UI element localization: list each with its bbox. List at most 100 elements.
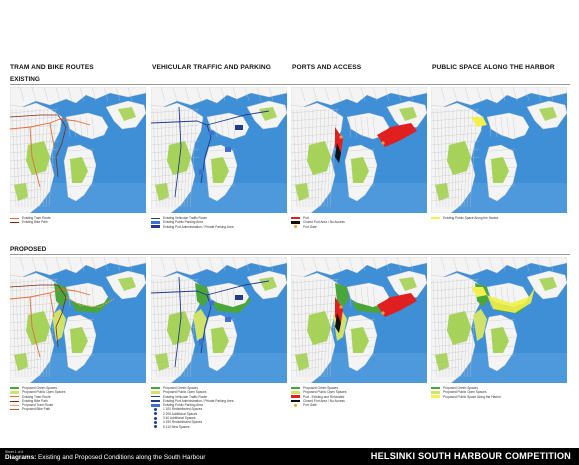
legend-label: Proposed Public Open Spaces bbox=[163, 390, 207, 395]
public-parking bbox=[199, 339, 203, 345]
street-line bbox=[548, 257, 554, 272]
street-line bbox=[10, 132, 59, 138]
legend-item: Port - Existing and Relocated bbox=[291, 395, 427, 399]
legend-label: Existing Port Administration / Private P… bbox=[163, 398, 234, 403]
street-line bbox=[431, 180, 468, 186]
diagram-label: Diagrams: bbox=[5, 454, 37, 461]
legend-proposed-vehicular: Proposed Green Spaces Proposed Public Ope… bbox=[151, 386, 287, 429]
park-area bbox=[14, 353, 28, 371]
legend-label: Existing Vehicular Traffic Route bbox=[163, 216, 208, 220]
legend-label: Proposed Green Spaces bbox=[443, 386, 478, 390]
legend-item: Proposed Green Spaces bbox=[291, 386, 427, 390]
street-line bbox=[292, 108, 298, 208]
legend-label: Proposed Public Open Spaces bbox=[22, 390, 66, 395]
street-line bbox=[431, 366, 460, 372]
legend-swatch bbox=[151, 386, 160, 390]
street-line bbox=[220, 116, 224, 138]
legend-item: Proposed Public Space Along the Harbor bbox=[431, 395, 567, 399]
street-line bbox=[360, 87, 366, 102]
legend-item: Closed Port Area / No Access bbox=[291, 399, 427, 403]
street-line bbox=[79, 116, 83, 138]
competition-title: HELSINKI SOUTH HARBOUR COMPETITION bbox=[370, 451, 571, 461]
legend-label: Proposed Green Spaces bbox=[303, 386, 338, 390]
street-line bbox=[160, 87, 166, 102]
park-area bbox=[155, 353, 169, 371]
legend-proposed-ports: Proposed Green Spaces Proposed Public Ope… bbox=[291, 386, 427, 407]
street-line bbox=[196, 87, 202, 102]
legend-label: Proposed Public Open Spaces bbox=[443, 390, 487, 395]
street-line bbox=[226, 116, 230, 138]
proposed-green-space bbox=[211, 297, 251, 313]
street-line bbox=[469, 108, 478, 208]
legend-item: Port Gate bbox=[291, 225, 427, 229]
street-line bbox=[67, 354, 95, 358]
street-line bbox=[408, 87, 414, 102]
street-line bbox=[151, 302, 200, 308]
divider-proposed bbox=[10, 254, 570, 255]
street-line bbox=[291, 196, 320, 202]
street-line bbox=[10, 108, 59, 114]
street-line bbox=[208, 87, 214, 102]
map-existing-vehicular bbox=[151, 87, 287, 213]
street-line bbox=[366, 286, 370, 308]
street-line bbox=[300, 257, 306, 272]
street-line bbox=[55, 257, 61, 272]
legend-item: Proposed Public Open Spaces bbox=[151, 390, 287, 394]
legend-item: Proposed Green Spaces bbox=[10, 386, 146, 390]
street-line bbox=[208, 354, 236, 358]
column-title-tram-bike: TRAM AND BIKE ROUTES bbox=[10, 64, 94, 71]
park-area bbox=[539, 107, 557, 121]
street-line bbox=[536, 257, 542, 272]
street-line bbox=[536, 87, 542, 102]
street-line bbox=[256, 87, 262, 102]
public-space-harbor bbox=[471, 117, 487, 127]
street-line bbox=[348, 257, 354, 272]
port-admin-parking bbox=[235, 125, 243, 130]
street-line bbox=[291, 342, 332, 348]
park-area bbox=[491, 157, 509, 183]
street-line bbox=[512, 87, 518, 102]
street-line bbox=[500, 87, 506, 102]
legend-label: Existing Public Parking Area bbox=[163, 220, 203, 225]
land-mass bbox=[291, 257, 427, 278]
street-line bbox=[91, 257, 97, 272]
street-line bbox=[85, 286, 89, 308]
street-line bbox=[103, 257, 109, 272]
legend-item: 3 40 Additional Spaces bbox=[151, 416, 287, 420]
legend-label: Closed Port Area / No Access bbox=[303, 398, 345, 403]
street-line bbox=[312, 257, 318, 272]
map-existing-public-space bbox=[431, 87, 567, 213]
street-line bbox=[189, 108, 198, 208]
park-area bbox=[307, 141, 331, 175]
park-area bbox=[211, 327, 229, 353]
street-line bbox=[431, 108, 480, 114]
legend-swatch bbox=[154, 421, 157, 425]
legend-label: 1 100 Redistributed Spaces bbox=[163, 407, 203, 412]
legend-label: Existing Port Administration / Private P… bbox=[163, 224, 234, 229]
street-line bbox=[232, 116, 236, 138]
street-line bbox=[151, 108, 200, 114]
diagram-caption: Diagrams: Existing and Proposed Conditio… bbox=[5, 454, 205, 461]
street-line bbox=[151, 172, 192, 178]
legend-label: Existing Public Parking Area bbox=[163, 403, 203, 408]
street-line bbox=[324, 87, 330, 102]
street-line bbox=[431, 124, 480, 130]
port-gate bbox=[381, 141, 385, 145]
legend-item: Existing Public Parking Area bbox=[151, 403, 287, 407]
street-line bbox=[67, 148, 95, 152]
legend-swatch bbox=[151, 396, 160, 398]
legend-swatch bbox=[10, 404, 19, 406]
street-line bbox=[43, 87, 49, 102]
street-line bbox=[172, 257, 178, 272]
public-space-harbor bbox=[487, 287, 535, 313]
legend-swatch bbox=[10, 400, 19, 402]
street-line bbox=[151, 342, 192, 348]
legend-swatch bbox=[10, 396, 19, 398]
legend-item: Existing Vehicular Traffic Route bbox=[151, 395, 287, 399]
street-line bbox=[11, 108, 17, 208]
street-line bbox=[11, 278, 17, 378]
legend-label: Existing Public Space Along the Harbor bbox=[443, 216, 499, 220]
street-line bbox=[336, 87, 342, 102]
port-area bbox=[377, 293, 417, 317]
street-line bbox=[440, 87, 446, 102]
